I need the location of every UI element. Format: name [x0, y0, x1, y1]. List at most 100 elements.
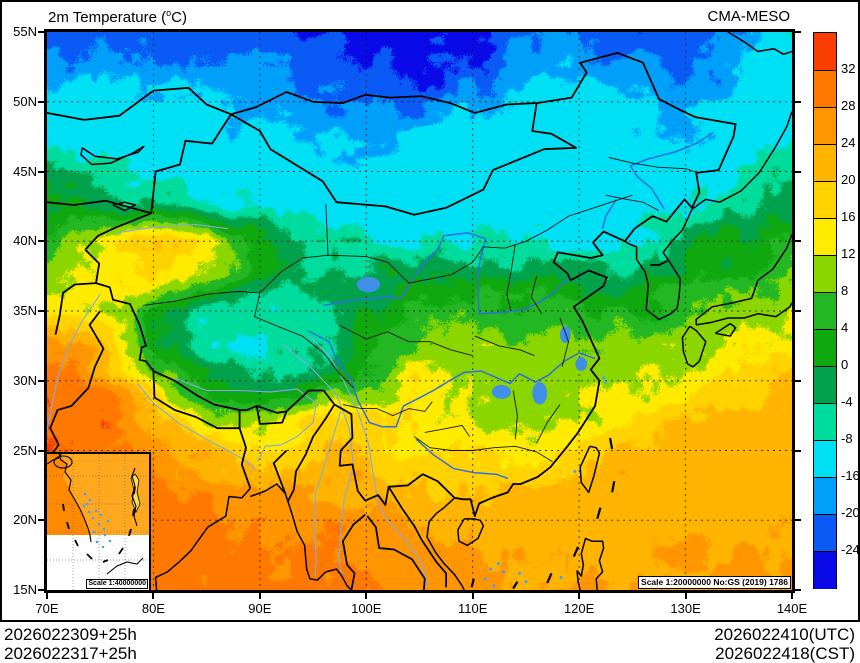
- inset-island-dot: [92, 530, 96, 534]
- national-border: [47, 199, 152, 215]
- lon-tick-label: 140E: [776, 601, 808, 616]
- national-border: [230, 91, 537, 116]
- coastline: [154, 487, 251, 590]
- inset-island-dot: [101, 545, 105, 549]
- province-boundary: [413, 436, 553, 463]
- lat-tick-label: 15N: [13, 582, 37, 597]
- coastline: [727, 32, 792, 56]
- nine-dash-segment: [512, 581, 519, 590]
- lake: [559, 326, 571, 344]
- river-light: [137, 383, 256, 471]
- lat-tick-right: [795, 589, 801, 591]
- lon-tick: [152, 593, 155, 599]
- province-boundary: [536, 404, 561, 444]
- map-scale-note: Scale 1:20000000 No:GS (2019) 1786: [638, 576, 791, 589]
- national-border: [238, 427, 252, 489]
- inset-island-dot: [99, 513, 103, 517]
- province-boundary: [530, 275, 543, 315]
- colorbar-tick-label: 20: [841, 172, 856, 187]
- island-dot: [602, 376, 606, 380]
- province-boundary: [253, 292, 354, 389]
- province-boundary: [474, 335, 535, 357]
- island-dot: [502, 570, 506, 574]
- lake: [356, 276, 381, 293]
- nine-dash-segment: [546, 572, 553, 584]
- degree-symbol: o: [166, 8, 172, 18]
- province-boundary: [608, 157, 699, 174]
- inset-nine-dash-segment: [102, 559, 109, 563]
- colorbar-segment: [814, 477, 836, 515]
- lat-tick: [38, 519, 44, 522]
- inset-nine-dash-segment: [133, 486, 136, 495]
- inset-indochina-land: [47, 454, 91, 535]
- province-boundary: [327, 194, 633, 284]
- lat-tick-right: [795, 170, 801, 173]
- init-time-utc: 2026022309+25h: [4, 625, 137, 644]
- lat-tick: [38, 310, 44, 312]
- river: [323, 232, 568, 315]
- inset-coastline: [131, 467, 138, 527]
- inset-island-dot: [88, 498, 92, 502]
- colorbar-segment: [814, 329, 836, 367]
- lake: [575, 357, 588, 371]
- valid-time-utc: 2026022410(UTC): [714, 625, 855, 644]
- colorbar-tick-label: 8: [841, 283, 849, 298]
- lon-tick: [684, 593, 687, 599]
- lat-tick: [38, 170, 44, 173]
- colorbar-segment: [814, 144, 836, 182]
- inset-island-dot: [94, 509, 98, 513]
- colorbar-segment: [814, 255, 836, 293]
- colorbar: [813, 32, 837, 589]
- island-dot: [483, 577, 487, 581]
- inset-nine-dash-segment: [118, 547, 124, 555]
- lat-tick-label: 50N: [13, 93, 37, 109]
- colorbar-tick-label: -8: [841, 431, 853, 446]
- national-border: [47, 310, 105, 460]
- inset-coastline: [106, 557, 144, 575]
- nine-dash-segment: [608, 437, 614, 450]
- lon-tick: [578, 593, 581, 599]
- province-boundary: [506, 243, 516, 312]
- lat-tick-label: 55N: [13, 24, 37, 39]
- lat-tick-right: [795, 31, 801, 33]
- figure-border: 2m Temperature (oC) CMA-MESO Scale 1:400…: [0, 0, 860, 622]
- lake: [532, 382, 548, 405]
- inset-nine-dash-segment: [74, 539, 79, 547]
- island-dot: [573, 469, 577, 473]
- colorbar-segment: [814, 551, 836, 589]
- colorbar-tick-label: -16: [841, 468, 860, 483]
- province-boundary: [424, 424, 470, 437]
- lat-tick: [38, 589, 44, 591]
- colorbar-tick-label: 24: [841, 135, 856, 150]
- coastline: [691, 111, 792, 210]
- colorbar-tick-label: 16: [841, 209, 856, 224]
- colorbar-segment: [814, 440, 836, 478]
- colorbar-segment: [814, 33, 836, 70]
- inset-island-dot: [87, 510, 91, 514]
- lat-tick-label: 35N: [13, 303, 37, 318]
- lat-tick: [38, 240, 44, 243]
- lon-tick-label: 110E: [458, 601, 488, 616]
- national-border: [342, 514, 366, 590]
- national-border: [387, 486, 447, 588]
- inset-island-dot: [102, 527, 106, 531]
- national-border: [255, 405, 288, 425]
- coastline: [695, 234, 792, 325]
- lake: [491, 384, 512, 399]
- colorbar-segment: [814, 403, 836, 441]
- inset-island-dot: [106, 519, 110, 523]
- lon-tick-label: 70E: [35, 601, 59, 616]
- valid-time-cst: 2026022418(CST): [715, 644, 855, 663]
- lon-tick-label: 80E: [141, 601, 165, 616]
- model-label: CMA-MESO: [707, 8, 791, 25]
- inset-island-dot: [82, 504, 86, 508]
- init-time-cst: 2026022317+25h: [4, 644, 137, 663]
- colorbar-tick-label: 4: [841, 320, 849, 335]
- nine-dash-segment: [470, 578, 475, 588]
- coastline: [576, 570, 581, 590]
- island-dot: [524, 580, 528, 584]
- river-light: [309, 335, 429, 588]
- inset-scale-note: Scale 1:40000000: [86, 579, 148, 589]
- colorbar-segment: [814, 366, 836, 404]
